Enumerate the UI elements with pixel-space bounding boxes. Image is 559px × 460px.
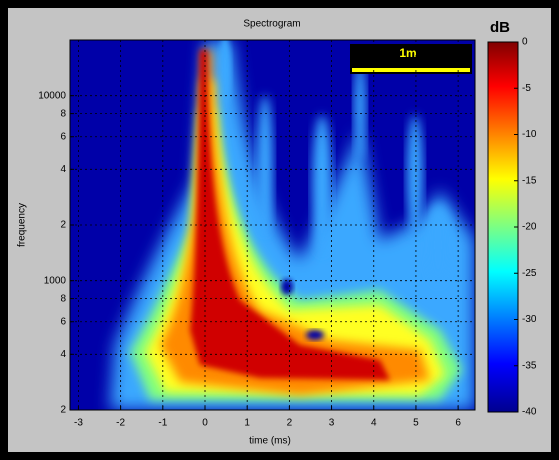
x-tick-label: 6 bbox=[455, 418, 461, 429]
annotation: 1m bbox=[399, 46, 416, 60]
x-tick-label: 0 bbox=[202, 418, 208, 429]
x-tick-label: 2 bbox=[287, 418, 293, 429]
colorbar-tick-label: -30 bbox=[522, 314, 537, 325]
x-tick-label: 4 bbox=[371, 418, 377, 429]
y-tick-label: 2 bbox=[60, 405, 66, 416]
x-axis-label: time (ms) bbox=[249, 436, 291, 447]
colorbar-tick-label: -25 bbox=[522, 268, 537, 279]
x-tick-label: -1 bbox=[158, 418, 167, 429]
colorbar-tick-label: -5 bbox=[522, 83, 531, 94]
x-tick-label: 3 bbox=[329, 418, 335, 429]
colorbar-tick-label: 0 bbox=[522, 37, 528, 48]
y-tick-label: 1000 bbox=[44, 275, 67, 286]
colorbar bbox=[487, 41, 519, 413]
colorbar-tick-label: -15 bbox=[522, 175, 537, 186]
y-axis-label: frequency bbox=[17, 203, 28, 247]
colorbar-tick-label: -35 bbox=[522, 360, 537, 371]
x-tick-label: 1 bbox=[244, 418, 250, 429]
chart-title: Spectrogram bbox=[243, 19, 300, 30]
x-tick-label: -2 bbox=[116, 418, 125, 429]
y-tick-label: 4 bbox=[60, 349, 66, 360]
y-tick-label: 10000 bbox=[38, 90, 66, 101]
colorbar-label: dB bbox=[490, 19, 510, 36]
colorbar-tick-label: -40 bbox=[522, 407, 537, 418]
spectrogram-field bbox=[70, 40, 475, 410]
y-tick-label: 2 bbox=[60, 220, 66, 231]
colorbar-tick-label: -20 bbox=[522, 222, 537, 233]
y-tick-label: 8 bbox=[60, 293, 66, 304]
y-tick-label: 4 bbox=[60, 164, 66, 175]
x-tick-label: -3 bbox=[74, 418, 83, 429]
x-tick-label: 5 bbox=[413, 418, 419, 429]
colorbar-tick-label: -10 bbox=[522, 129, 537, 140]
y-tick-label: 6 bbox=[60, 131, 66, 142]
y-tick-label: 6 bbox=[60, 316, 66, 327]
y-tick-label: 8 bbox=[60, 108, 66, 119]
